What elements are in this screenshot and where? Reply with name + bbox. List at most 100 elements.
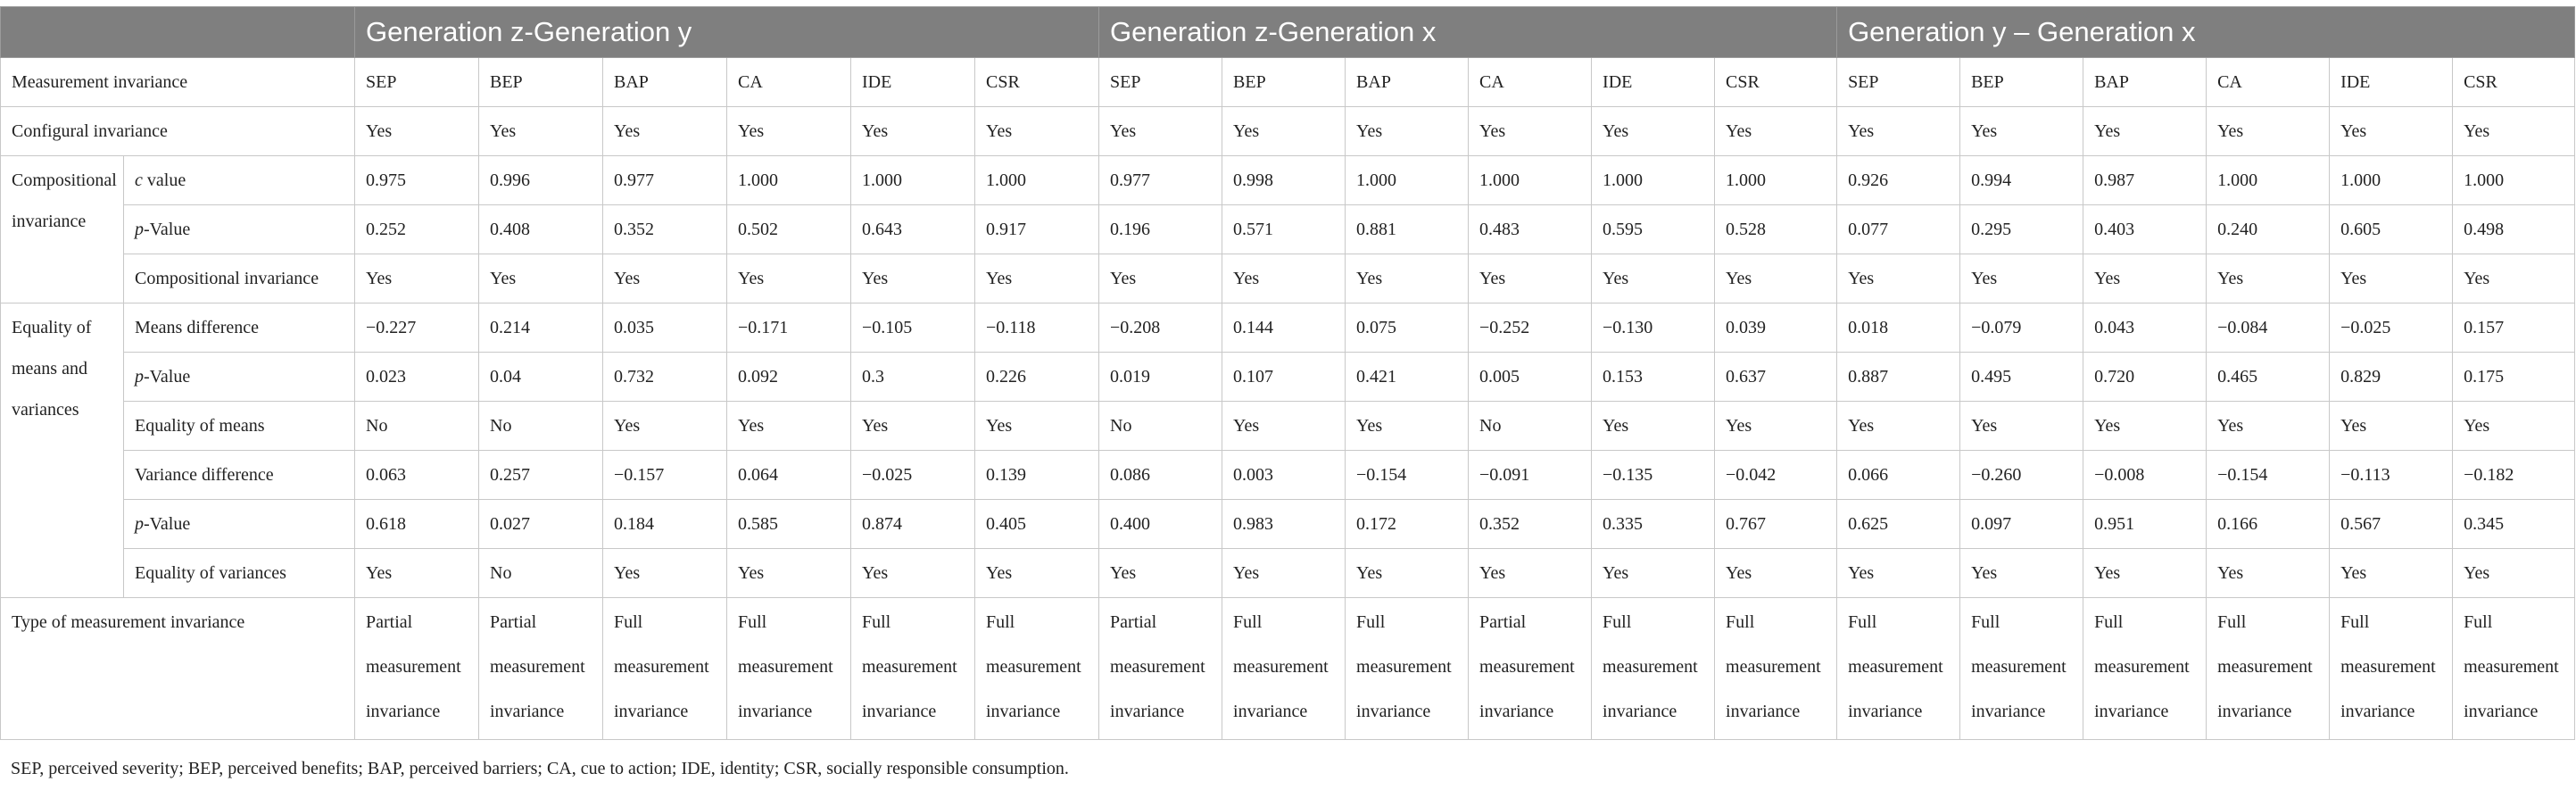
header-group-zx: Generation z-Generation x [1098,6,1838,58]
type-cell: Full measurement invariance [2206,597,2331,740]
table-cell: −0.084 [2206,303,2331,353]
row-label-text: Means difference [135,318,260,337]
table-cell: SEP [354,57,479,107]
row-label-italic: p [135,220,144,239]
table-cell: 0.039 [1714,303,1838,353]
table-cell: 1.000 [1591,155,1716,205]
group-label-equality: Equality of means and variances [0,303,124,598]
table-cell: 0.086 [1098,450,1223,500]
type-cell-line: Full [1726,612,1755,632]
table-cell: Yes [2329,106,2454,156]
table-cell: 0.335 [1591,499,1716,549]
row-label-text: -Value [144,514,191,534]
table-cell: 0.585 [726,499,851,549]
type-cell-line: Full [2340,612,2370,632]
type-cell-line: measurement [2340,657,2436,677]
row-label-italic: c [135,170,143,190]
row-label-italic: p [135,514,144,534]
table-cell: Yes [973,254,1100,304]
table-cell: Yes [1098,254,1223,304]
table-cell: 1.000 [2452,155,2576,205]
table-cell: Yes [2329,401,2454,451]
table-cell: 0.352 [1468,499,1593,549]
table-cell: Yes [1959,548,2084,598]
table-cell: Yes [602,106,727,156]
table-cell: Yes [602,401,727,451]
table-cell: Yes [1959,254,2084,304]
row-label: Measurement invariance [0,57,355,107]
table-cell: 1.000 [2329,155,2454,205]
type-cell-line: Partial [1479,612,1527,632]
table-cell: Yes [1222,401,1346,451]
table-cell: −0.025 [850,450,975,500]
row-label-text: Compositional invariance [135,269,319,288]
sub-row-label: c value [123,155,355,205]
table-cell: CA [726,57,851,107]
compositional-row: p-Value 0.252 0.408 0.352 0.502 0.643 0.917 0.1… [1,204,2576,254]
table-cell: 0.502 [726,204,851,254]
type-cell: Full measurement invariance [726,597,851,740]
table-cell: CA [1468,57,1593,107]
type-cell-line: measurement [490,657,585,677]
table-cell: Yes [1345,254,1470,304]
table-cell: Yes [2206,254,2331,304]
type-cell-line: Full [614,612,643,632]
type-cell-line: Full [2217,612,2247,632]
table-container: Generation z-Generation y Generation z-G… [0,6,2576,740]
table-cell: 0.987 [2083,155,2207,205]
table-cell: −0.252 [1468,303,1593,353]
table-cell: 0.043 [2083,303,2207,353]
type-cell-line: measurement [614,657,709,677]
table-cell: Yes [1345,401,1470,451]
table-cell: 0.04 [478,352,603,402]
table-cell: Yes [850,548,975,598]
type-cell: Full measurement invariance [2083,597,2207,740]
type-cell-line: Full [1971,612,2000,632]
table-cell: 0.874 [850,499,975,549]
type-cell-line: invariance [490,702,565,721]
table-cell: Yes [2452,254,2576,304]
table-cell: Yes [1836,548,1961,598]
type-cell: Full measurement invariance [1222,597,1346,740]
table-cell: 0.408 [478,204,603,254]
table-cell: Yes [2206,401,2331,451]
table-cell: Yes [973,106,1100,156]
row-label-text: -Value [144,367,191,387]
table-cell: Yes [602,254,727,304]
table-cell: Yes [1591,106,1716,156]
table-cell: BAP [2083,57,2207,107]
table-cell: Yes [1714,254,1838,304]
type-cell-line: invariance [2464,702,2539,721]
table-cell: Yes [478,254,603,304]
table-cell: Yes [1222,548,1346,598]
row-label-text: Variance difference [135,465,274,485]
type-cell-line: measurement [1110,657,1205,677]
table-cell: Yes [726,548,851,598]
table-cell: 0.157 [2452,303,2576,353]
type-cell: Full measurement invariance [1345,597,1470,740]
table-cell: 0.092 [726,352,851,402]
table-cell: 0.465 [2206,352,2331,402]
table-cell: 0.027 [478,499,603,549]
table-cell: 0.075 [1345,303,1470,353]
table-cell: Yes [973,401,1100,451]
table-cell: 0.018 [1836,303,1961,353]
table-cell: 0.172 [1345,499,1470,549]
type-row: Type of measurement invariance Partial mea… [0,597,2576,740]
table-cell: 0.637 [1714,352,1838,402]
table-cell: 0.107 [1222,352,1346,402]
sub-row-label: p-Value [123,352,355,402]
table-cell: Yes [354,548,479,598]
type-cell-line: invariance [2094,702,2169,721]
table-cell: 0.998 [1222,155,1346,205]
table-cell: BEP [478,57,603,107]
table-cell: Yes [1222,106,1346,156]
table-cell: 0.495 [1959,352,2084,402]
table-cell: −0.079 [1959,303,2084,353]
table-cell: Yes [602,548,727,598]
row-label-text: Equality of means [135,416,265,436]
type-cell-line: measurement [2094,657,2190,677]
table-cell: BEP [1222,57,1346,107]
table-cell: 0.252 [354,204,479,254]
table-cell: 0.003 [1222,450,1346,500]
